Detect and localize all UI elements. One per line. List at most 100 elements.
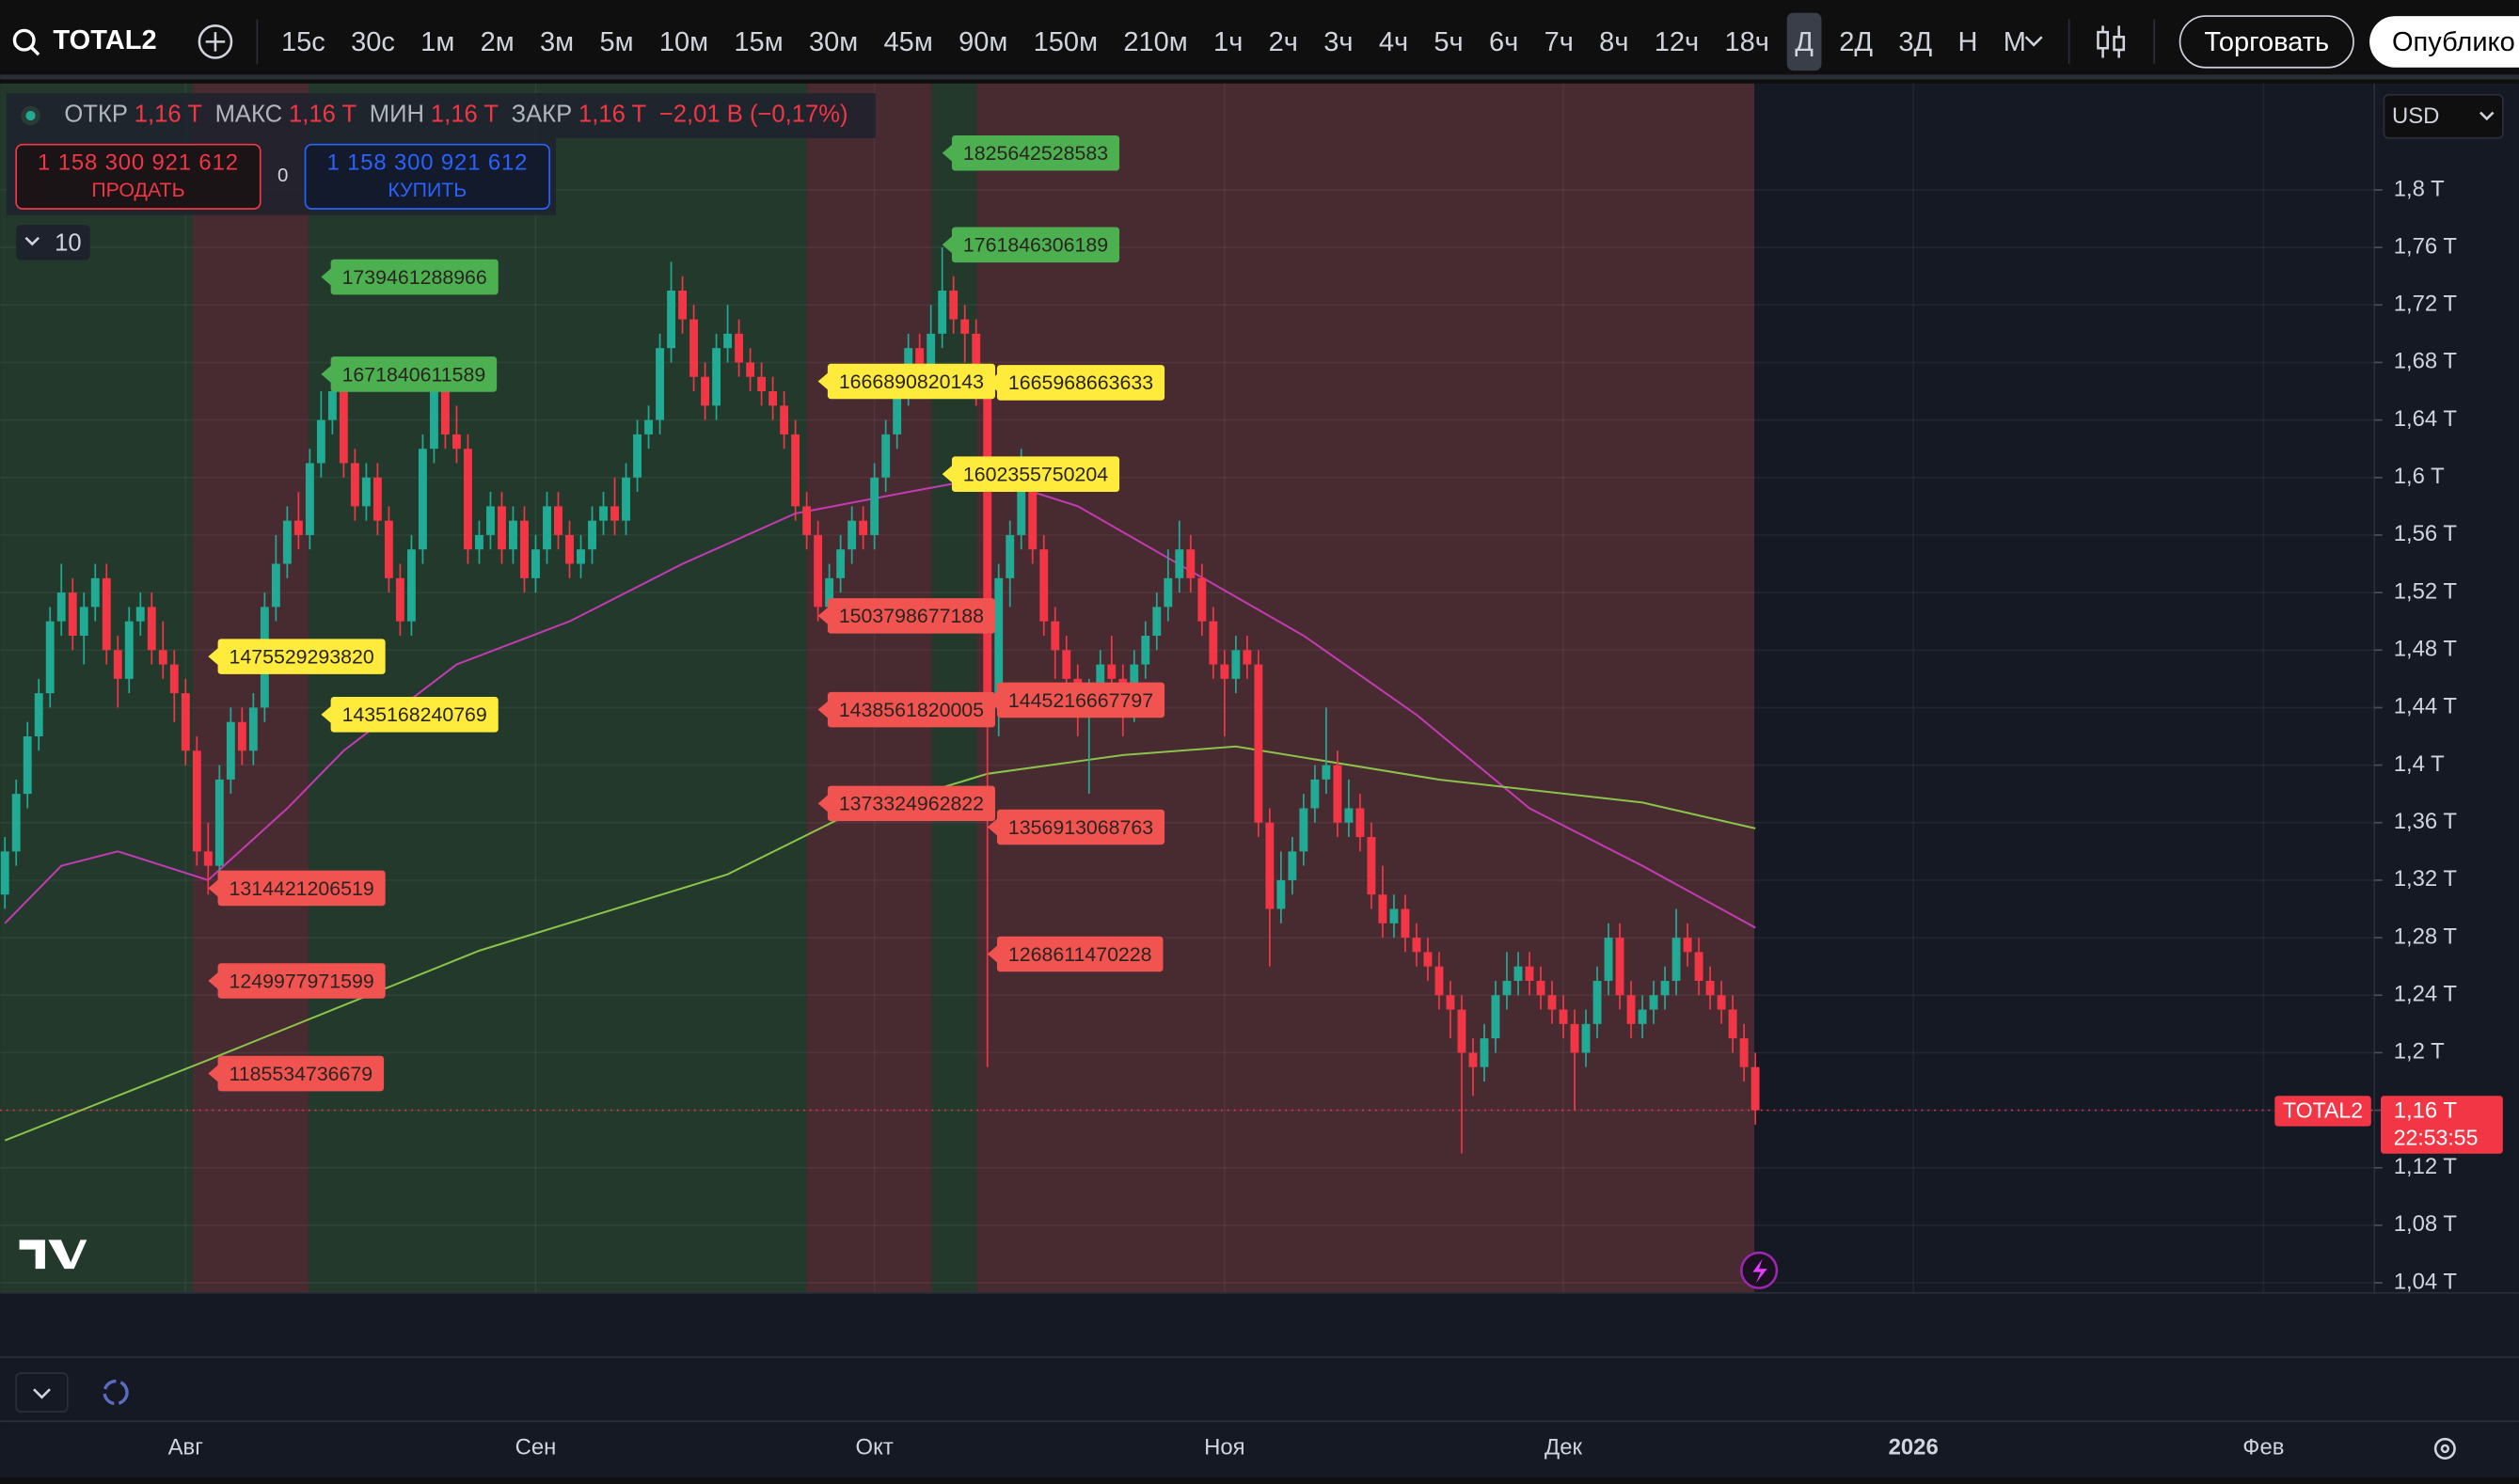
interval-button[interactable]: Н xyxy=(1957,27,1977,57)
interval-button[interactable]: 18ч xyxy=(1725,27,1769,57)
candle-body xyxy=(712,348,721,406)
publish-button[interactable] xyxy=(2369,16,2519,68)
legend-label: ОТКР xyxy=(64,102,128,128)
interval-button[interactable]: 8ч xyxy=(1599,27,1628,57)
interval-button[interactable]: 210м xyxy=(1123,27,1187,57)
candle-body xyxy=(90,577,100,608)
interval-button[interactable]: 6ч xyxy=(1489,27,1518,57)
level-label-box xyxy=(827,598,995,634)
candle-body xyxy=(509,520,517,550)
candle-body xyxy=(1152,607,1162,636)
interval-button[interactable]: 4ч xyxy=(1379,27,1408,57)
currency[interactable]: USD xyxy=(2392,103,2439,129)
interval-button[interactable]: 150м xyxy=(1034,27,1098,57)
buy-label[interactable]: КУПИТЬ xyxy=(388,179,467,201)
level-label-text: 1435168240769 xyxy=(342,703,487,726)
candle-body xyxy=(814,534,823,608)
candle-body xyxy=(1536,980,1545,996)
zone-green xyxy=(931,83,977,1293)
interval-button[interactable]: 2Д xyxy=(1839,27,1873,57)
level-label-box xyxy=(951,134,1120,171)
buy-price[interactable]: 1 158 300 921 612 xyxy=(326,150,528,176)
level-label-box xyxy=(827,691,995,728)
candle-body xyxy=(972,333,981,392)
level-label-text: 1356913068763 xyxy=(1008,816,1153,839)
interval-button[interactable]: 2ч xyxy=(1269,27,1298,57)
level-label: 1314421206519 xyxy=(208,870,386,907)
trade-button[interactable] xyxy=(2178,15,2354,69)
candle-body xyxy=(339,391,348,464)
interval-button[interactable]: 3ч xyxy=(1323,27,1353,57)
candle-body xyxy=(237,721,246,751)
candle-body xyxy=(689,319,699,377)
interval-button[interactable]: 45м xyxy=(884,27,933,57)
interval-button[interactable]: М xyxy=(2004,27,2026,57)
level-label: 1671840611589 xyxy=(321,356,498,392)
interval-button[interactable]: 30с xyxy=(351,27,395,57)
candle-body xyxy=(1141,635,1150,665)
buy-button[interactable] xyxy=(304,143,551,210)
level-label-pointer xyxy=(208,1064,220,1083)
candle-body xyxy=(1028,477,1038,550)
indicators-count[interactable]: 10 xyxy=(55,229,82,256)
candle-body xyxy=(1062,650,1071,679)
candle-body xyxy=(1254,664,1263,823)
interval-button[interactable]: 30м xyxy=(809,27,858,57)
candle-body xyxy=(610,506,619,521)
publish-label[interactable]: Опублико xyxy=(2392,27,2515,57)
sell-label[interactable]: ПРОДАТЬ xyxy=(91,179,184,201)
interval-button[interactable]: 90м xyxy=(958,27,1007,57)
x-tick-label: Окт xyxy=(856,1435,894,1460)
level-label-pointer xyxy=(817,371,830,391)
interval-button[interactable]: 10м xyxy=(659,27,708,57)
candle-body xyxy=(1649,995,1658,1010)
symbol-name[interactable]: TOTAL2 xyxy=(53,25,156,55)
level-label: 1475529293820 xyxy=(208,639,386,674)
interval-button[interactable]: 12ч xyxy=(1655,27,1699,57)
candle-body xyxy=(1728,1009,1737,1039)
sync-icon[interactable] xyxy=(103,1379,129,1406)
interval-button[interactable]: 15с xyxy=(281,27,325,57)
sell-button[interactable] xyxy=(15,143,261,210)
level-label: 1185534736679 xyxy=(208,1055,385,1092)
interval-button[interactable]: 2м xyxy=(481,27,515,57)
candle-body xyxy=(531,549,540,578)
interval-button[interactable]: 3м xyxy=(540,27,574,57)
candle-body xyxy=(158,650,167,665)
level-label: 1503798677188 xyxy=(817,598,995,634)
currency-select[interactable] xyxy=(2383,93,2504,139)
sell-price[interactable]: 1 158 300 921 612 xyxy=(38,150,239,176)
level-label-pointer xyxy=(942,464,954,484)
candle-body xyxy=(1559,1009,1568,1024)
candle-body xyxy=(147,607,156,651)
candle-body xyxy=(960,319,970,334)
interval-button[interactable]: 5м xyxy=(599,27,633,57)
search-icon[interactable] xyxy=(12,28,36,52)
add-symbol-icon xyxy=(205,32,226,52)
candle-body xyxy=(1592,980,1602,1024)
trade-label[interactable]: Торговать xyxy=(2204,27,2329,57)
price-tag-text: 1,16 T xyxy=(2394,1098,2458,1124)
interval-button[interactable]: 1ч xyxy=(1213,27,1243,57)
y-tick-label: 1,24 T xyxy=(2394,982,2458,1007)
add-symbol[interactable] xyxy=(198,24,233,59)
collapse-button[interactable] xyxy=(15,1372,69,1413)
candle-body xyxy=(678,290,688,320)
interval-button[interactable]: 15м xyxy=(734,27,783,57)
interval-button[interactable]: 7ч xyxy=(1545,27,1574,57)
indicators-toggle[interactable] xyxy=(16,225,90,260)
interval-button[interactable]: Д xyxy=(1795,27,1814,57)
candle-body xyxy=(248,707,258,751)
interval-button[interactable]: 5ч xyxy=(1434,27,1463,57)
interval-menu[interactable] xyxy=(2024,36,2043,47)
candle-body xyxy=(656,348,664,420)
candle-body xyxy=(1322,765,1331,780)
zone-red xyxy=(193,83,309,1293)
level-label-text: 1185534736679 xyxy=(230,1063,373,1085)
candle-body xyxy=(395,577,404,622)
settings-icon[interactable] xyxy=(2433,1437,2456,1460)
level-label-text: 1671840611589 xyxy=(342,363,486,386)
candle-body xyxy=(1468,1052,1478,1067)
interval-button[interactable]: 3Д xyxy=(1898,27,1932,57)
interval-button[interactable]: 1м xyxy=(420,27,454,57)
